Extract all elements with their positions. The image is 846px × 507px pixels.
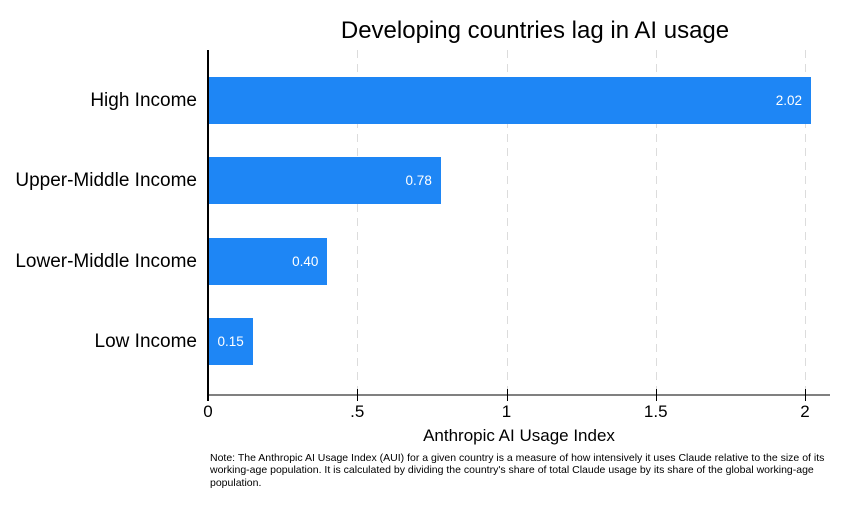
- plot-area: 2.02 0.78 0.40 0.15: [208, 50, 830, 395]
- bar-value-label: 0.40: [292, 253, 319, 269]
- gridline--5: [357, 50, 359, 395]
- chart-footnote: Note: The Anthropic AI Usage Index (AUI)…: [210, 452, 825, 489]
- bar-lower-middle-income: 0.40: [208, 237, 328, 285]
- x-tick--5: [357, 389, 359, 401]
- bar-value-label: 2.02: [775, 93, 802, 108]
- bar-value-label: 0.78: [405, 173, 432, 189]
- chart-title: Developing countries lag in AI usage: [340, 17, 730, 44]
- bar-value-label: 0.15: [217, 333, 244, 349]
- x-tick-label--5: .5: [350, 402, 365, 421]
- category-label-upper-middle-income: Upper-Middle Income: [15, 170, 197, 192]
- x-tick-label-1-5: 1.5: [643, 402, 668, 421]
- gridline-1: [506, 50, 508, 395]
- bar-high-income: 2.02: [208, 77, 811, 124]
- x-axis-title: Anthropic AI Usage Index: [423, 426, 615, 445]
- x-tick-label-0: 0: [203, 402, 213, 421]
- y-axis-line: [207, 50, 209, 401]
- x-tick-label-1: 1: [501, 402, 512, 421]
- x-axis-line: [208, 393, 830, 396]
- x-tick-1: [506, 389, 508, 401]
- category-label-lower-middle-income: Lower-Middle Income: [15, 250, 197, 272]
- x-tick-1-5: [655, 389, 657, 401]
- category-label-high-income: High Income: [90, 90, 197, 111]
- gridline-2: [805, 50, 806, 395]
- x-tick-0: [208, 389, 209, 401]
- gridline-1-5: [655, 50, 657, 395]
- bar-low-income: 0.15: [208, 317, 253, 365]
- bar-upper-middle-income: 0.78: [208, 157, 441, 205]
- category-label-low-income: Low Income: [94, 330, 197, 352]
- x-tick-label-2: 2: [800, 402, 810, 421]
- x-tick-2: [805, 389, 806, 401]
